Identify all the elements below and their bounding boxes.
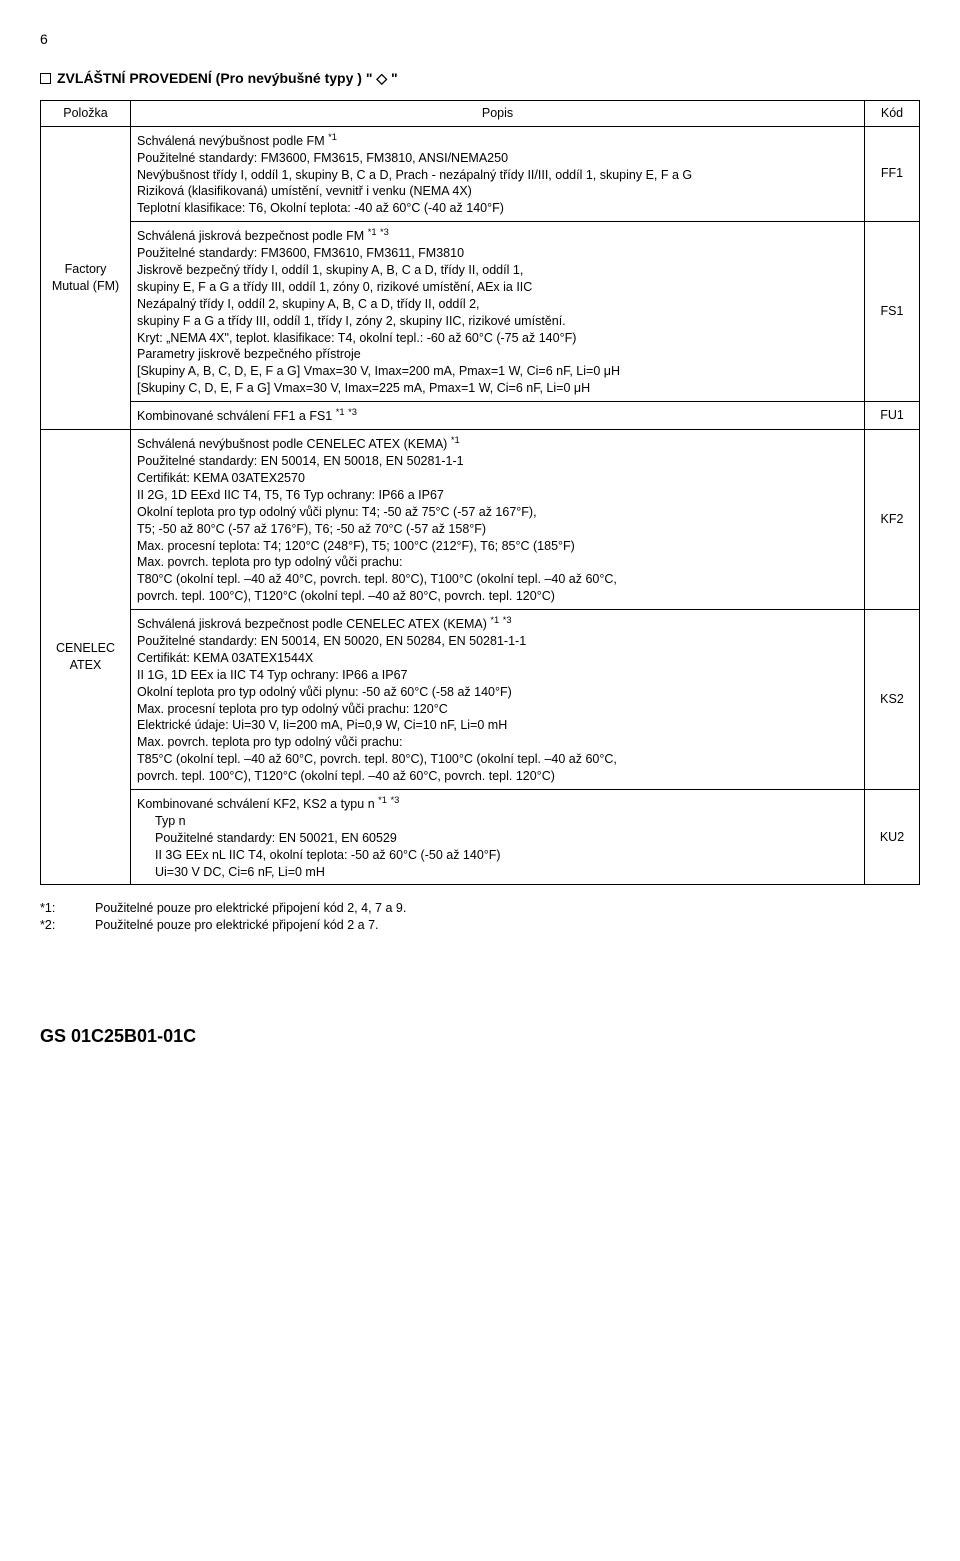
footnotes: *1:Použitelné pouze pro elektrické připo… [40, 900, 920, 934]
table-row: Kombinované schválení KF2, KS2 a typu n … [41, 789, 920, 885]
footnote-row: *2:Použitelné pouze pro elektrické připo… [40, 917, 920, 934]
footer-code: GS 01C25B01-01C [40, 1024, 920, 1048]
th-polozka: Položka [41, 100, 131, 126]
table-row: Kombinované schválení FF1 a FS1 *1 *3FU1 [41, 402, 920, 430]
td-kod: FU1 [865, 402, 920, 430]
td-popis: Kombinované schválení KF2, KS2 a typu n … [131, 789, 865, 885]
footnote-text: Použitelné pouze pro elektrické připojen… [95, 917, 379, 934]
table-body: FactoryMutual (FM)Schválená nevýbušnost … [41, 126, 920, 885]
th-popis: Popis [131, 100, 865, 126]
td-kod: KU2 [865, 789, 920, 885]
table-row: FactoryMutual (FM)Schválená nevýbušnost … [41, 126, 920, 222]
th-kod: Kód [865, 100, 920, 126]
table-row: CENELECATEXSchválená nevýbušnost podle C… [41, 430, 920, 610]
td-kod: FS1 [865, 222, 920, 402]
td-polozka: FactoryMutual (FM) [41, 126, 131, 429]
td-kod: FF1 [865, 126, 920, 222]
td-popis: Schválená jiskrová bezpečnost podle CENE… [131, 610, 865, 790]
table-row: Schválená jiskrová bezpečnost podle CENE… [41, 610, 920, 790]
bullet-icon [40, 73, 51, 84]
page-number: 6 [40, 30, 920, 49]
td-polozka: CENELECATEX [41, 430, 131, 885]
table-row: Schválená jiskrová bezpečnost podle FM *… [41, 222, 920, 402]
td-popis: Schválená jiskrová bezpečnost podle FM *… [131, 222, 865, 402]
td-kod: KF2 [865, 430, 920, 610]
footnote-key: *1: [40, 900, 95, 917]
table-header-row: Položka Popis Kód [41, 100, 920, 126]
heading-text: ZVLÁŠTNÍ PROVEDENÍ (Pro nevýbušné typy )… [57, 70, 398, 86]
td-popis: Schválená nevýbušnost podle FM *1Použite… [131, 126, 865, 222]
td-kod: KS2 [865, 610, 920, 790]
footnote-text: Použitelné pouze pro elektrické připojen… [95, 900, 406, 917]
td-popis: Schválená nevýbušnost podle CENELEC ATEX… [131, 430, 865, 610]
section-heading: ZVLÁŠTNÍ PROVEDENÍ (Pro nevýbušné typy )… [40, 69, 920, 88]
td-popis: Kombinované schválení FF1 a FS1 *1 *3 [131, 402, 865, 430]
spec-table: Položka Popis Kód FactoryMutual (FM)Schv… [40, 100, 920, 886]
footnote-row: *1:Použitelné pouze pro elektrické připo… [40, 900, 920, 917]
footnote-key: *2: [40, 917, 95, 934]
